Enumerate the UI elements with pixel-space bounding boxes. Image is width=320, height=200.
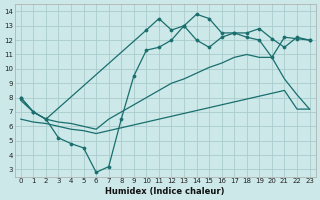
X-axis label: Humidex (Indice chaleur): Humidex (Indice chaleur) [106,187,225,196]
